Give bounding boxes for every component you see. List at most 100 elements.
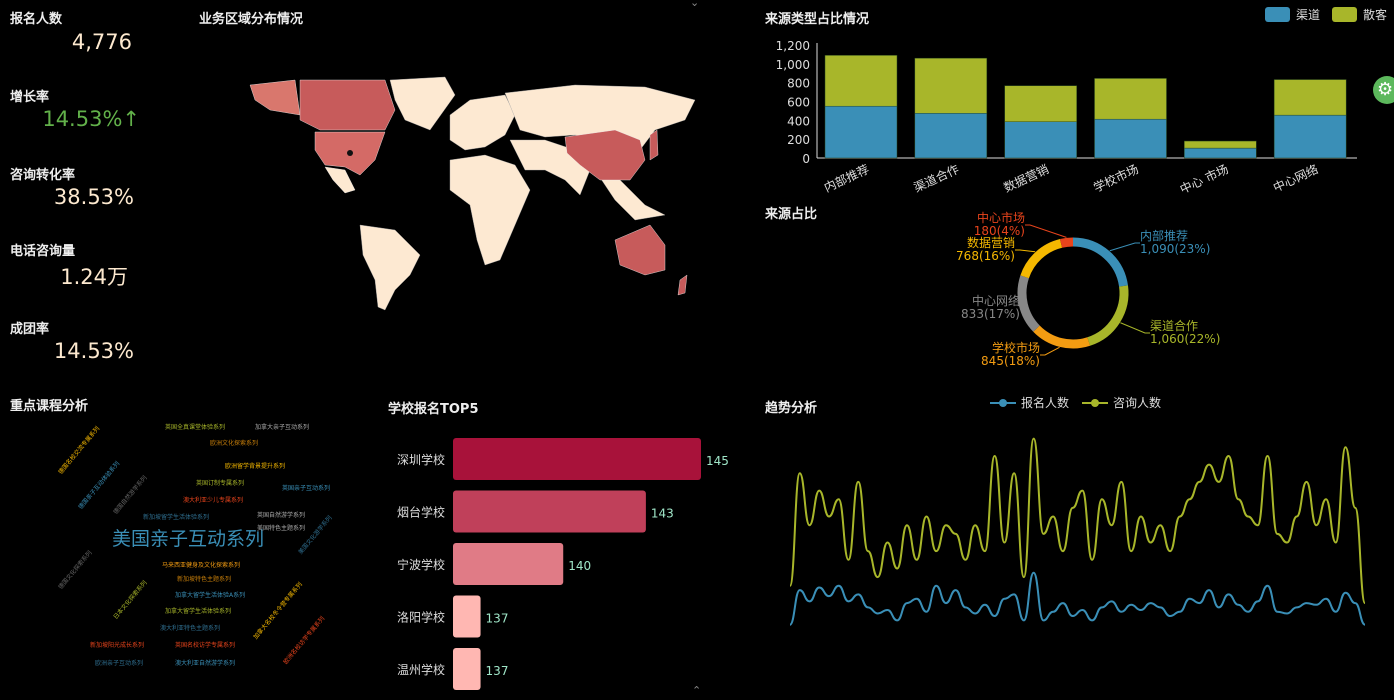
map-title: 业务区域分布情况 [199, 12, 304, 27]
source-type-bar-chart: 0 200 400 600 800 1,000 1,200 内部推荐 渠道合作 数据营销 学校市场 中… [776, 39, 1357, 197]
bar-散客[interactable] [1184, 140, 1257, 149]
word-cloud-term[interactable]: 加拿大留学生活体验系列 [165, 608, 232, 615]
bar-渠道[interactable] [1094, 118, 1167, 159]
school-bar[interactable] [453, 595, 481, 638]
word-cloud-term[interactable]: 美国特色主题系列 [257, 525, 306, 532]
donut-slice[interactable] [1020, 239, 1063, 279]
slice-name: 数据营销 [967, 235, 1015, 250]
map-south-america [359, 224, 421, 311]
y-tick-label: 800 [787, 77, 810, 91]
word-cloud-term[interactable]: 英国全真课堂体验系列 [165, 424, 226, 431]
bar-渠道[interactable] [1184, 147, 1257, 159]
word-cloud-term[interactable]: 美国文化游学系列 [297, 514, 334, 556]
word-cloud-term[interactable]: 欧洲亲子互动系列 [95, 660, 144, 667]
y-tick-label: 1,200 [776, 39, 810, 53]
bar-渠道[interactable] [824, 105, 898, 159]
slice-value: 1,090(23%) [1140, 242, 1210, 256]
word-cloud-term[interactable]: 英国自然游学系列 [257, 512, 306, 519]
bar-散客[interactable] [1273, 79, 1347, 116]
kpi-growth-value: 14.53%↑ [42, 107, 140, 131]
kpi-calls-label: 电话咨询量 [10, 244, 76, 259]
kpi-conversion-label: 咨询转化率 [10, 168, 76, 183]
word-cloud-term[interactable]: 英国亲子互动系列 [282, 485, 331, 492]
trend-line-咨询人数[interactable] [789, 437, 1366, 605]
y-tick-label: 1,000 [776, 58, 810, 72]
kpi-growth-label: 增长率 [10, 90, 50, 105]
settings-gear-icon[interactable]: ⚙ [1373, 76, 1394, 104]
school-bar[interactable] [453, 438, 701, 480]
word-cloud-term[interactable]: 马来西亚健身及文化探索系列 [162, 562, 241, 569]
word-cloud-term[interactable]: 澳大利亚自然游学系列 [175, 660, 236, 667]
slice-value: 768(16%) [956, 249, 1015, 263]
map-africa [449, 154, 531, 266]
donut-slice[interactable] [1072, 237, 1128, 287]
slice-name: 中心网络 [972, 293, 1020, 308]
bar-散客[interactable] [1094, 78, 1167, 120]
word-cloud-term[interactable]: 新加坡特色主题系列 [177, 576, 232, 583]
school-bar[interactable] [453, 648, 481, 690]
label-leader [1018, 304, 1026, 309]
slice-name: 渠道合作 [1150, 318, 1198, 333]
legend-channel[interactable]: 渠道 [1296, 8, 1321, 22]
donut-slice[interactable] [1087, 285, 1129, 346]
map-mexico [324, 166, 356, 194]
world-map[interactable] [245, 75, 715, 315]
school-bar[interactable] [453, 490, 646, 533]
bar-渠道[interactable] [914, 113, 988, 159]
word-cloud-term[interactable]: 澳大利亚少儿专属系列 [183, 497, 244, 504]
school-value: 137 [486, 664, 509, 678]
map-australia [614, 224, 666, 276]
bar-散客[interactable] [914, 57, 988, 114]
label-leader [1025, 224, 1067, 238]
word-cloud-term[interactable]: 德国亲子互动体验系列 [77, 460, 122, 511]
word-cloud-term[interactable]: 德国自然游学系列 [112, 474, 149, 516]
bar-散客[interactable] [1004, 85, 1077, 122]
word-cloud-term[interactable]: 英国订制专属系列 [196, 480, 245, 487]
y-tick-label: 600 [787, 96, 810, 110]
label-leader [1015, 249, 1036, 253]
bar-渠道[interactable] [1004, 121, 1077, 159]
legend-registrations[interactable]: 报名人数 [1021, 396, 1070, 410]
trend-line-chart [789, 437, 1366, 626]
trend-line-报名人数[interactable] [789, 571, 1366, 626]
word-cloud-term[interactable]: 日本文化探索系列 [112, 579, 149, 621]
map-canada [299, 79, 396, 131]
word-cloud-term[interactable]: 英国名校访学专属系列 [175, 642, 236, 649]
legend-line-consults-icon[interactable] [1082, 398, 1109, 408]
word-cloud-term[interactable]: 加拿大名校冬令营专属系列 [252, 581, 304, 641]
word-cloud-term[interactable]: 新加坡留学生活体验系列 [143, 514, 210, 521]
word-cloud-term[interactable]: 加拿大亲子互动系列 [255, 424, 310, 431]
map-marker[interactable] [347, 150, 353, 156]
word-cloud-term[interactable]: 澳大利亚特色主题系列 [160, 625, 221, 632]
kpi-conversion-value: 38.53% [53, 185, 134, 209]
school-value: 140 [568, 559, 591, 573]
word-cloud-term[interactable]: 德国文化探索系列 [57, 549, 94, 591]
legend-line-registrations-icon[interactable] [990, 398, 1016, 408]
x-tick-label: 内部推荐 [821, 161, 871, 195]
legend-swatch-walkin[interactable] [1332, 7, 1358, 22]
word-cloud-term[interactable]: 欧洲文化探索系列 [210, 440, 259, 447]
word-cloud-term[interactable]: 欧洲名校访学专属系列 [282, 615, 327, 666]
word-cloud-term[interactable]: 欧洲留学背景提升系列 [225, 463, 286, 470]
donut-slice[interactable] [1017, 275, 1040, 332]
donut-slice[interactable] [1033, 325, 1091, 349]
legend-walkin[interactable]: 散客 [1363, 8, 1388, 22]
word-cloud-term[interactable]: 新加坡阳光成长系列 [90, 642, 145, 649]
slice-name: 内部推荐 [1140, 228, 1188, 243]
word-cloud-term[interactable]: 加拿大留学生活体验A系列 [175, 592, 246, 599]
x-tick-label: 中心 市场 [1177, 161, 1230, 196]
word-cloud-term[interactable]: 美国亲子互动系列 [112, 528, 265, 550]
word-cloud-term[interactable]: 德国名校交流专属系列 [57, 425, 102, 476]
legend-consults[interactable]: 咨询人数 [1113, 396, 1162, 410]
y-tick-label: 400 [787, 114, 810, 128]
school-bar[interactable] [453, 543, 564, 585]
bar-散客[interactable] [824, 55, 898, 107]
legend-swatch-channel[interactable] [1265, 7, 1290, 22]
map-new-zealand [677, 274, 688, 296]
collapse-down-icon[interactable]: ⌃ [692, 684, 702, 697]
collapse-up-icon[interactable]: ⌄ [690, 0, 700, 9]
source-share-title: 来源占比 [765, 207, 818, 222]
donut-slice[interactable] [1059, 237, 1074, 248]
bar-渠道[interactable] [1273, 114, 1347, 159]
